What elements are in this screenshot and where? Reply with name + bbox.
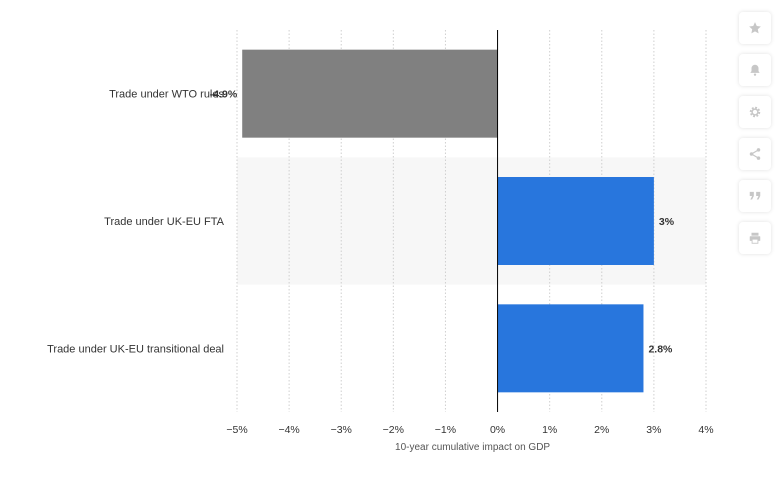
share-icon (749, 148, 761, 160)
data-label: 3% (659, 216, 675, 228)
bars (242, 49, 654, 393)
x-tick-label: −1% (435, 424, 456, 436)
x-axis-title: 10-year cumulative impact on GDP (395, 442, 550, 453)
favorite-button[interactable] (739, 12, 771, 44)
bell-icon (750, 64, 760, 76)
data-labels: -4.9% 3% 2.8% (210, 89, 675, 356)
star-icon (749, 22, 761, 34)
x-tick-label: −4% (278, 424, 299, 436)
category-label: Trade under WTO rules (109, 89, 224, 101)
x-tick-label: 2% (594, 424, 609, 436)
quote-icon (749, 191, 761, 200)
bar[interactable] (497, 304, 644, 393)
print-button[interactable] (739, 222, 771, 254)
x-tick-label: −2% (383, 424, 404, 436)
x-ticks: −5% −4% −3% −2% −1% 0% 1% 2% 3% 4% (226, 424, 713, 436)
print-icon (749, 232, 761, 244)
bar[interactable] (242, 49, 498, 138)
share-button[interactable] (739, 138, 771, 170)
bar[interactable] (497, 177, 654, 265)
x-tick-label: −3% (331, 424, 352, 436)
notification-button[interactable] (739, 54, 771, 86)
category-labels: Trade under WTO rules Trade under UK-EU F… (47, 89, 225, 356)
category-label: Trade under UK-EU transitional deal (47, 343, 224, 355)
settings-button[interactable] (739, 96, 771, 128)
x-tick-label: −5% (226, 424, 247, 436)
x-tick-label: 3% (646, 424, 661, 436)
data-label: -4.9% (210, 89, 238, 101)
category-label: Trade under UK-EU FTA (104, 216, 224, 228)
x-tick-label: 0% (490, 424, 505, 436)
toolbar (739, 12, 771, 254)
data-label: 2.8% (648, 343, 673, 355)
x-tick-label: 4% (698, 424, 713, 436)
cite-button[interactable] (739, 180, 771, 212)
gear-icon (749, 106, 761, 118)
x-tick-label: 1% (542, 424, 557, 436)
